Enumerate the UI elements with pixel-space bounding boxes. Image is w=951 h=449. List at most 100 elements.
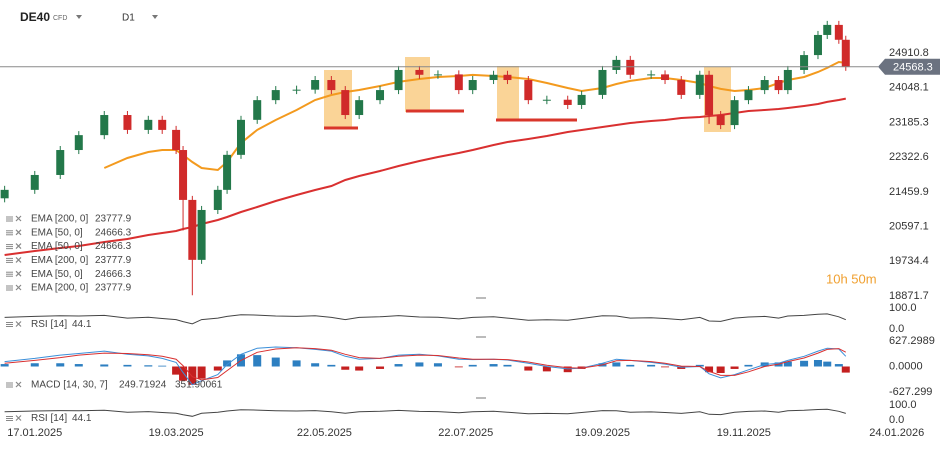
pane-handle[interactable] [476,397,486,399]
legend-value: 351.90061 [175,380,223,391]
y-tick-label: 22322.6 [889,151,929,163]
candle-countdown: 10h 50m [826,271,877,286]
legend-close-icon[interactable] [15,229,22,236]
candle-body [661,74,670,81]
histogram-bar [800,360,809,367]
histogram-bar [197,366,206,379]
histogram-bar [823,361,832,367]
x-tick-label: 19.09.2025 [575,427,630,439]
candle-body [223,154,232,190]
histogram-bar [705,366,714,373]
histogram-bar [489,364,498,367]
y-tick-label: 20597.1 [889,220,929,232]
pane-handle[interactable] [476,297,486,299]
pane-handle[interactable] [476,336,486,338]
candle-body [123,115,132,130]
candle-body [677,80,686,95]
candle-body [774,80,783,91]
legend-value: 24666.3 [95,227,132,238]
candle-body [355,100,364,116]
legend-close-icon[interactable] [15,270,22,277]
histogram-bar [223,360,232,367]
legend-value: 249.71924 [119,380,167,391]
histogram-bar [716,366,725,374]
candle-body [172,129,181,151]
histogram-bar [179,366,188,381]
histogram-bar [144,365,153,367]
candle-body [213,189,222,210]
ema-line [4,97,846,256]
y-tick-label: 19734.4 [889,255,929,267]
y-tick-label: 100.0 [889,302,917,314]
candle-body [179,150,188,200]
candle-body [503,74,512,81]
histogram-bar [213,366,222,371]
highlight-box[interactable] [497,66,519,121]
y-tick-label: 23185.3 [889,116,929,128]
x-tick-label: 17.01.2025 [7,427,62,439]
candle-body [705,74,714,116]
candle-body [144,119,153,130]
legend-name: EMA [200, 0] [31,214,88,225]
legend-name: EMA [50, 0] [31,227,83,238]
histogram-bar [271,357,280,367]
histogram-bar [695,364,704,367]
legend-name: EMA [50, 0] [31,269,83,280]
candle-body [30,174,39,190]
x-tick-label: 22.07.2025 [438,427,493,439]
last-price-label: 24568.3 [893,62,933,74]
legend-close-icon[interactable] [15,243,22,250]
x-tick-label: 22.05.2025 [297,427,352,439]
legend-value: 24666.3 [95,241,132,252]
candle-body [598,69,607,95]
histogram-bar [292,360,301,367]
histogram-bar [433,363,442,367]
legend-value: 23777.9 [95,283,132,294]
candle-body [253,100,262,120]
pane-handles [476,297,486,399]
candle-body [612,59,621,70]
histogram-bar [524,366,533,371]
legend-close-icon[interactable] [15,215,22,222]
legend-name: MACD [14, 30, 7] [31,380,108,391]
candle-body [376,90,385,101]
histogram-bar [783,361,792,367]
candle-body [341,90,350,116]
highlight-box[interactable] [405,57,430,112]
y-tick-label: 24910.8 [889,47,929,59]
x-tick-label: 24.01.2026 [869,427,924,439]
histogram-bar [188,366,197,385]
y-tick-label: 627.2989 [889,335,935,347]
legend-close-icon[interactable] [15,321,22,327]
candle-body [394,69,403,91]
dropdown-arrow[interactable] [152,15,158,19]
last-price-tag [878,58,940,75]
legend-value: 44.1 [72,413,92,424]
candle-body [489,74,498,81]
candle-body [56,150,65,175]
candle-body [823,24,832,35]
legend-close-icon[interactable] [15,256,22,263]
y-tick-label: 0.0 [889,414,904,426]
legend-close-icon[interactable] [15,284,22,291]
y-tick-label: 18871.7 [889,290,929,302]
candle-body [454,74,463,91]
y-tick-label: 24048.1 [889,82,929,94]
timeframe[interactable]: D1 [122,13,135,24]
candle-body [834,24,843,40]
histogram-bar [56,363,65,367]
histogram-bar [341,366,350,370]
candle-body [311,80,320,90]
dropdown-arrow[interactable] [76,15,82,19]
histogram-bar [30,363,39,367]
legend-value: 24666.3 [95,269,132,280]
legend-close-icon[interactable] [15,415,22,421]
symbol[interactable]: DE40 [20,10,50,24]
legend-close-icon[interactable] [15,381,22,388]
histogram-bar [841,366,850,373]
candle-body [0,189,9,199]
legend-name: RSI [14] [31,413,67,424]
candle-body [292,89,301,91]
y-tick-label: 0.0000 [889,360,923,372]
